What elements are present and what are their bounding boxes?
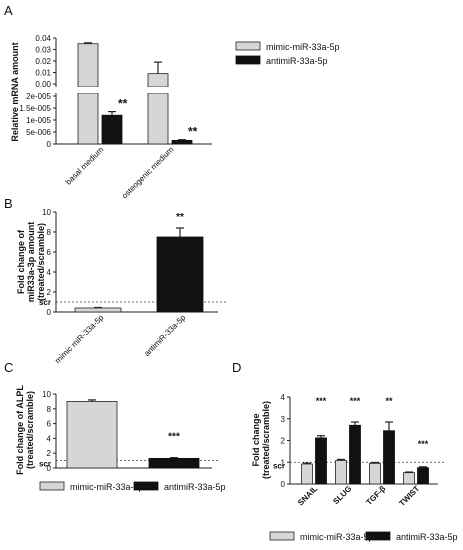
panel-c-y-label-line: Fold change of ALPL	[15, 385, 25, 475]
panel-b-y-tick-label: 10	[42, 208, 51, 217]
panel-b-y-tick-label: 2	[47, 288, 52, 297]
panel-c-bar	[66, 400, 118, 469]
panel-d-y-tick-label: 1	[281, 458, 286, 467]
panel-a-bar-mimic-upper	[77, 43, 99, 88]
panel-d-y-tick-label: 4	[281, 393, 286, 402]
panel-c-y-tick-label: 8	[47, 405, 52, 414]
panel-a-legend-anti-label: antimiR-33a-5p	[266, 56, 328, 66]
panel-d-legend-mimic-swatch	[269, 531, 295, 541]
panel-b-y-tick-label: 0	[47, 308, 52, 317]
panel-a-x-tick-label: osteogenic medium	[120, 145, 176, 201]
panel-b-scr-label: scr	[39, 298, 51, 307]
panel-a-bar-mimic-lower	[147, 92, 169, 145]
panel-d-bar-mimic	[301, 463, 313, 485]
panel-d-y-tick-label: 2	[281, 437, 286, 446]
panel-a-bar-anti	[171, 139, 193, 145]
panel-d-bar-mimic	[369, 462, 381, 485]
panel-c-chart: 0 2 4 6 8 10 scr Fold change of ALPL(treated/sc…	[15, 385, 226, 492]
panel-c-y-tick-label: 0	[47, 464, 52, 473]
panel-a-bar-mimic-upper	[147, 73, 169, 88]
panel-d-x-tick-label: SNAIL	[296, 484, 319, 507]
panel-a-bar-anti	[101, 114, 123, 145]
panel-b-y-tick-label: 4	[47, 268, 52, 277]
panel-d-significance: ***	[316, 396, 327, 406]
panel-a-y-label: Relative mRNA amount	[10, 42, 20, 141]
panel-d-bar-anti	[349, 424, 361, 485]
panel-d-x-tick-label: TGF-β	[364, 484, 387, 507]
panel-a-y-tick-label: 0.02	[35, 57, 51, 66]
panel-a-y-tick-label: 0	[47, 140, 52, 149]
panel-b-x-tick-label: mimic miR-33a-5p	[53, 313, 106, 366]
panel-b-y-label-line: (treated/scramble)	[36, 223, 46, 301]
panel-c-y-tick-label: 2	[47, 449, 52, 458]
panel-a-significance: **	[118, 97, 128, 111]
panel-b-y-label-line: miR33a-3p amount	[26, 222, 36, 303]
panel-c-y-label: Fold change of ALPL(treated/scramble)	[15, 385, 35, 475]
panel-d-significance: ***	[418, 439, 429, 449]
panel-letter-a: A	[4, 3, 13, 18]
panel-a-x-tick-label: basal medium	[64, 145, 106, 187]
panel-d-bar-mimic	[403, 472, 415, 485]
panel-d-y-tick-label: 0	[281, 480, 286, 489]
panel-b-y-tick-label: 8	[47, 228, 52, 237]
panel-b-bar	[156, 236, 204, 313]
panel-a-y-label-line: Relative mRNA amount	[10, 42, 20, 141]
panel-a-axis-break	[50, 87, 216, 93]
panel-d-legend-anti-swatch	[365, 531, 391, 541]
panel-a-y-tick-label: 0.03	[35, 46, 51, 55]
panel-c-significance: ***	[168, 432, 180, 443]
panel-c-bar	[148, 457, 200, 469]
panel-c-y-tick-label: 6	[47, 420, 52, 429]
panel-a-legend-mimic-swatch	[235, 41, 261, 51]
panel-a-chart: 0.03 0.04 0.02 0.01 0.00 2e-005 1.5e-005 1e-005…	[10, 34, 340, 200]
panel-d-x-tick-label: SLUG	[331, 484, 353, 506]
panel-a-y-tick-label: 2e-005	[26, 92, 51, 101]
panel-letter-b: B	[4, 196, 13, 211]
panel-c-legend-mimic-label: mimic-miR-33a-5p	[70, 482, 144, 492]
panel-c-y-label-line: (treated/scramble)	[25, 391, 35, 469]
panel-letter-c: C	[4, 360, 13, 375]
panel-b-y-tick-label: 6	[47, 248, 52, 257]
panel-c-scr-label: scr	[39, 460, 51, 469]
panel-d-legend-anti-label: antimiR-33a-5p	[396, 532, 458, 542]
panel-a-y-tick-label: 0.04	[35, 34, 51, 43]
panel-c-legend-anti-label: antimiR-33a-5p	[164, 482, 226, 492]
panel-a-bar-mimic-lower	[77, 92, 99, 145]
panel-d-y-tick-label: 3	[281, 415, 286, 424]
panel-d-bar-anti	[383, 430, 395, 485]
panel-c-legend-mimic-swatch	[39, 481, 65, 491]
panel-d-y-label-line: Fold change	[251, 413, 261, 466]
panel-c-y-tick-label: 4	[47, 434, 52, 443]
panel-d-significance: ***	[350, 396, 361, 406]
panel-a-y-tick-label: 0.00	[35, 80, 51, 89]
panel-d-x-tick-label: TWIST	[397, 484, 421, 508]
panel-a-y-tick-label: 0.01	[35, 69, 51, 78]
panel-a-y-tick-label: 1e-005	[26, 116, 51, 125]
panel-b-y-label-line: Fold change of	[16, 229, 26, 294]
panel-d-bar-anti	[315, 437, 327, 485]
panel-a-y-tick-label: 5e-006	[26, 128, 51, 137]
panel-c-legend-anti-swatch	[133, 481, 159, 491]
panel-d-bar-anti	[417, 467, 429, 485]
panel-d-significance: **	[385, 396, 393, 406]
panel-a-y-tick-label: 1.5e-005	[19, 104, 51, 113]
panel-letter-d: D	[232, 360, 241, 375]
panel-b-y-label: Fold change ofmiR33a-3p amount(treated/s…	[16, 222, 46, 303]
panel-d-y-label-line: (treated/scramble)	[261, 401, 271, 479]
panel-a-significance: **	[188, 125, 198, 139]
panel-c-y-tick-label: 10	[42, 390, 51, 399]
panel-b-significance: **	[176, 212, 184, 223]
panel-d-scr-label: scr	[273, 461, 285, 470]
panel-b-bar	[74, 307, 122, 313]
panel-d-y-label: Fold change(treated/scramble)	[251, 401, 271, 479]
panel-a-legend-mimic-label: mimic-miR-33a-5p	[266, 42, 340, 52]
panel-d-bar-mimic	[335, 460, 347, 485]
panel-b-x-tick-label: antimiR-33a-5p	[142, 313, 187, 358]
panel-d-legend-mimic-label: mimic-miR-33a-5p	[300, 532, 374, 542]
panel-a-legend-anti-swatch	[235, 55, 261, 65]
